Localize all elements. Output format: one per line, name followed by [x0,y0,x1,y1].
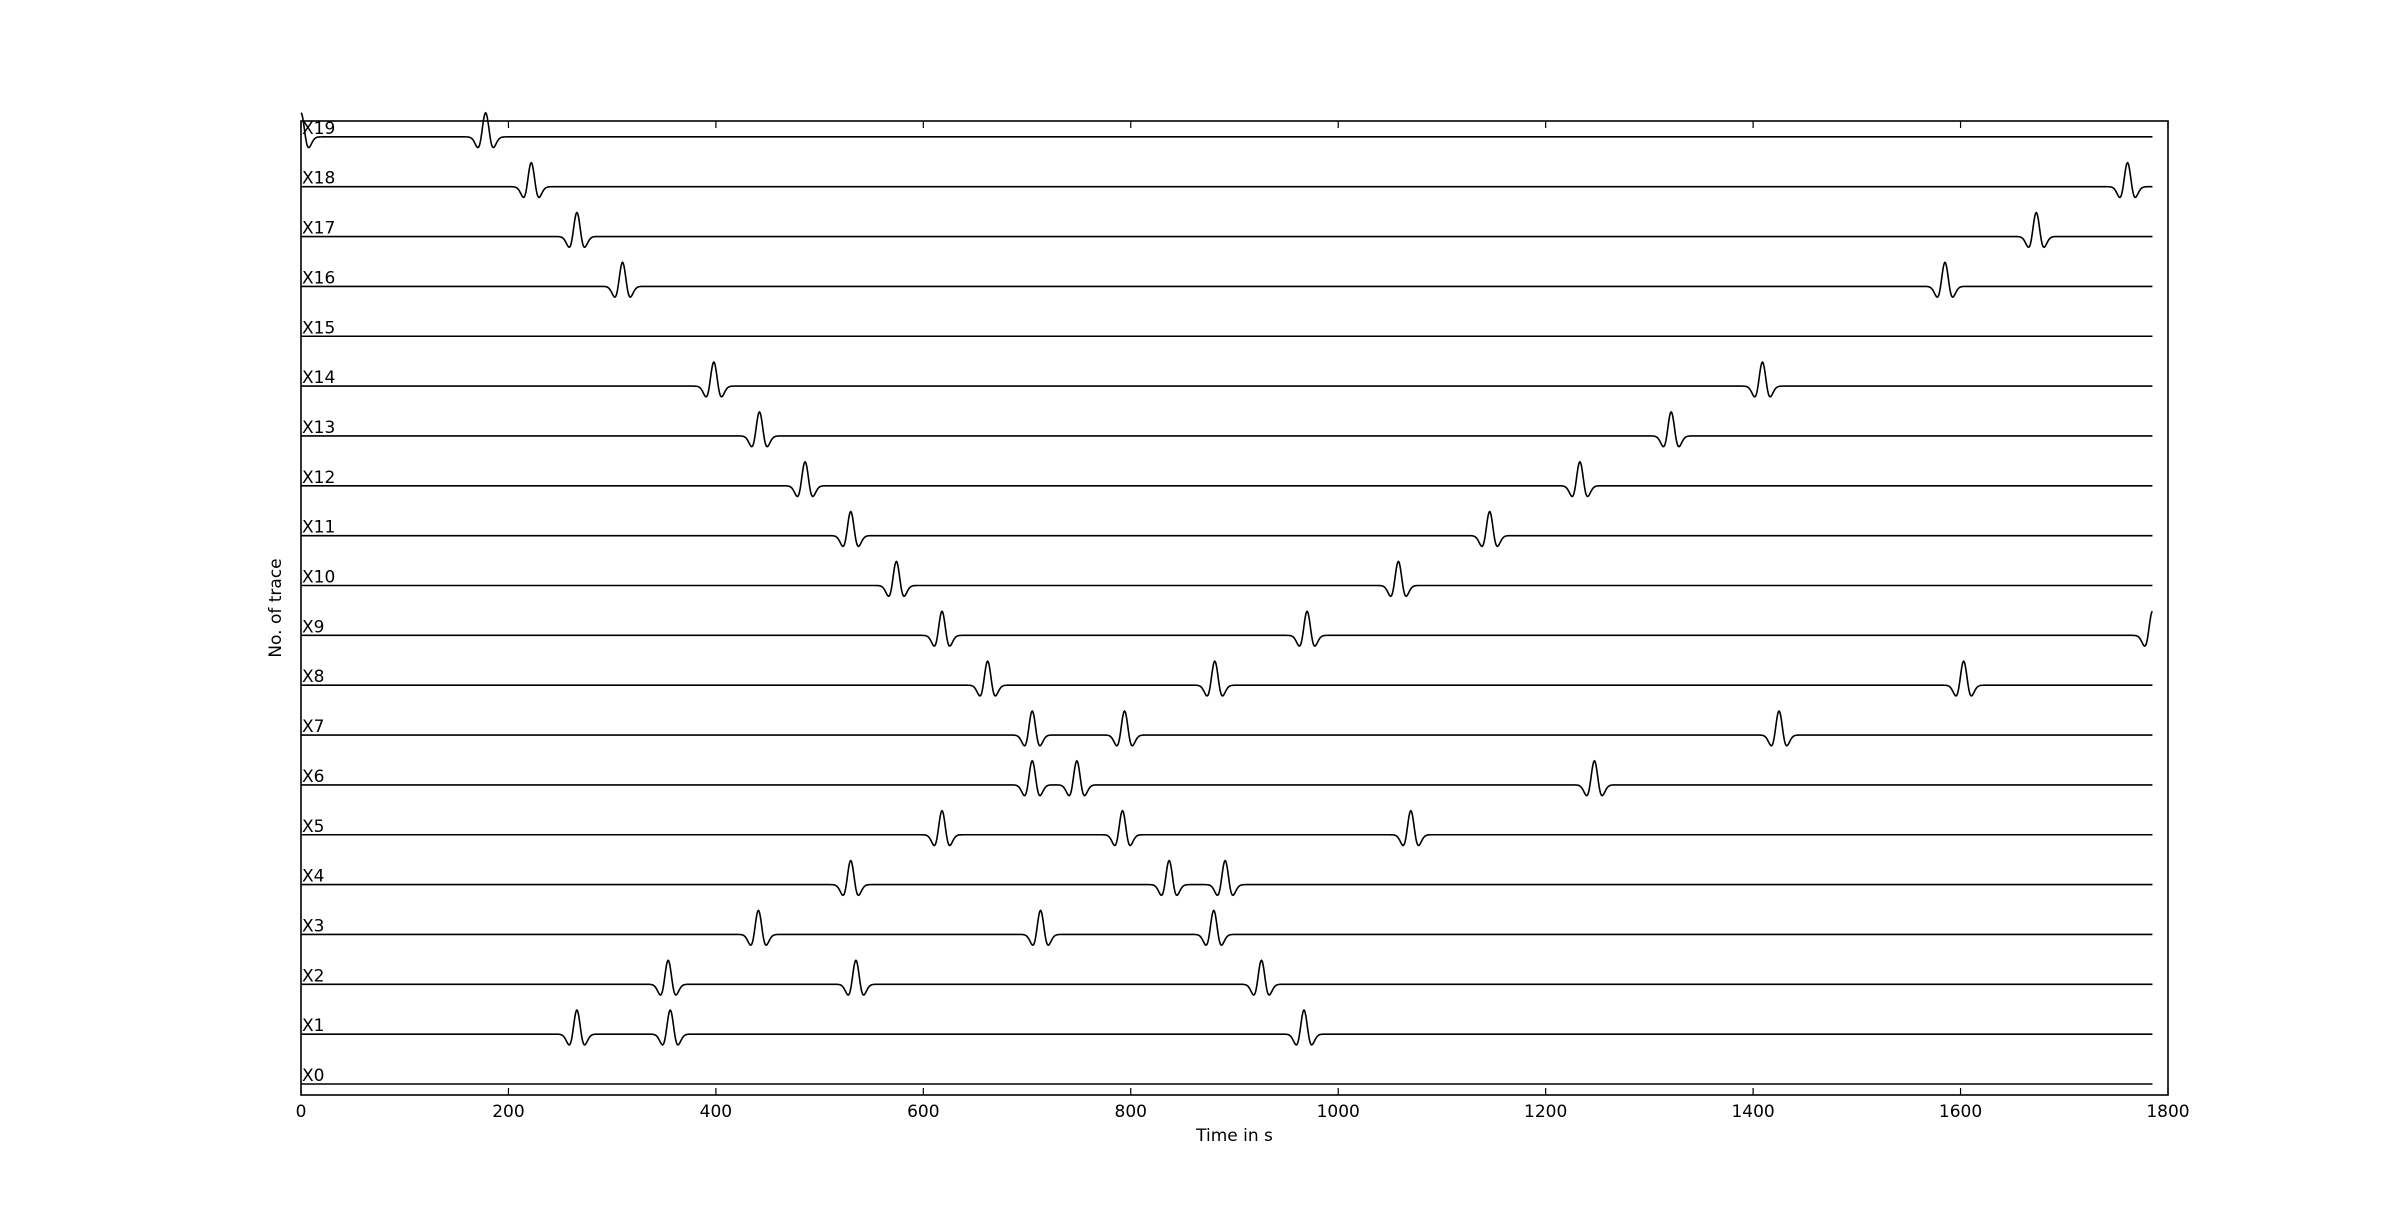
trace-line-x13 [301,410,2153,448]
trace-line-x5 [301,809,2153,847]
x-tick-label: 0 [296,1102,307,1122]
trace-label-x12: X12 [302,468,335,488]
trace-line-x19 [300,111,2153,149]
trace-label-x14: X14 [302,368,335,388]
trace-label-x0: X0 [302,1066,324,1086]
x-tick-label: 1800 [2146,1102,2189,1122]
plot-frame [300,120,2169,1096]
trace-line-x11 [301,510,2153,548]
trace-line-x3 [301,909,2153,947]
traces-layer [300,111,2153,1085]
trace-label-x2: X2 [302,966,324,986]
trace-line-x7 [301,709,2153,747]
x-axis-ticks: 0 200 400 600 800 1000 1200 1400 1600 1800 [296,121,2190,1122]
trace-label-x11: X11 [302,518,335,538]
x-tick-label: 1200 [1524,1102,1567,1122]
trace-line-x8 [301,660,2153,697]
trace-label-x16: X16 [302,268,335,288]
x-axis-label: Time in s [1195,1126,1273,1146]
x-tick-label: 1000 [1317,1102,1360,1122]
trace-label-x9: X9 [302,617,324,637]
trace-label-x10: X10 [302,568,335,588]
trace-line-x14 [301,361,2153,398]
x-tick-label: 1600 [1939,1102,1982,1122]
trace-line-x4 [301,859,2153,897]
trace-label-x4: X4 [302,867,324,887]
x-tick-label: 600 [907,1102,939,1122]
trace-line-x12 [301,460,2153,498]
trace-line-x17 [301,211,2153,249]
trace-label-x13: X13 [302,418,335,438]
trace-label-x8: X8 [302,667,324,687]
trace-label-x3: X3 [302,916,324,936]
trace-label-x7: X7 [302,717,324,737]
trace-label-x18: X18 [302,169,335,189]
x-tick-label: 200 [492,1102,524,1122]
trace-label-x1: X1 [302,1016,324,1036]
x-tick-label: 800 [1115,1102,1147,1122]
trace-label-x15: X15 [302,318,335,338]
trace-label-x17: X17 [302,219,335,239]
trace-line-x9 [301,610,2153,647]
trace-label-x19: X19 [302,119,335,139]
trace-label-x5: X5 [302,817,324,837]
trace-line-x1 [301,1009,2153,1046]
x-tick-label: 400 [700,1102,732,1122]
trace-line-x16 [301,261,2153,298]
y-axis-label: No. of trace [266,558,286,657]
trace-labels-layer: X0 X1 X2 X3 X4 X5 X6 X7 X8 X9 X10 X11 X12 X13 X14 X15 X1… [302,119,335,1086]
x-tick-label: 1400 [1731,1102,1774,1122]
trace-line-x10 [301,560,2153,598]
trace-line-x6 [301,759,2153,797]
trace-line-x2 [301,959,2153,996]
trace-line-x18 [301,161,2153,199]
trace-label-x6: X6 [302,767,324,787]
